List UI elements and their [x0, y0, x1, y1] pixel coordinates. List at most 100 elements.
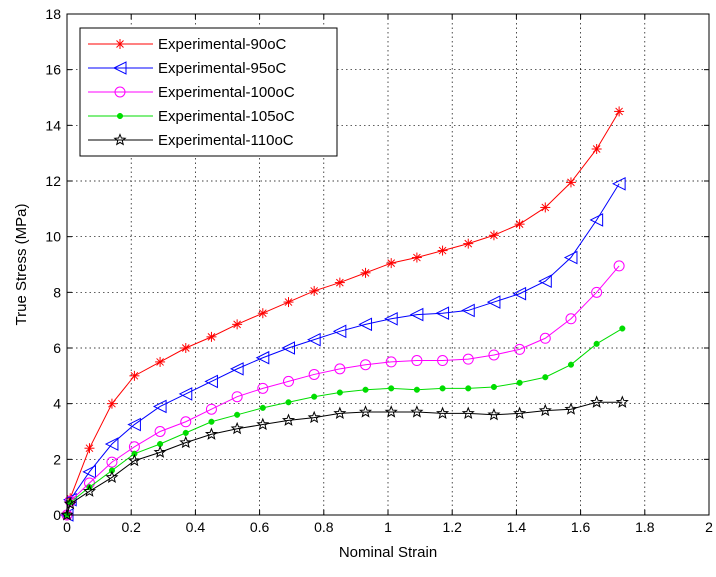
- data-point-marker: [488, 349, 500, 361]
- data-point-marker: [384, 311, 398, 326]
- data-point-marker: [82, 484, 96, 497]
- data-point-marker: [282, 375, 294, 387]
- data-point-marker: [439, 385, 446, 392]
- series-line: [66, 183, 620, 516]
- data-point-marker: [129, 370, 140, 381]
- data-point-marker: [516, 379, 523, 386]
- series-line: [66, 328, 623, 516]
- data-point-marker: [182, 429, 189, 436]
- data-point-marker: [106, 398, 117, 409]
- y-tick-label: 10: [45, 229, 61, 245]
- y-tick-label: 8: [53, 284, 61, 300]
- data-point-marker: [230, 362, 244, 376]
- data-point-marker: [411, 252, 422, 263]
- data-point-marker: [360, 359, 372, 371]
- data-point-marker: [593, 340, 600, 347]
- data-point-marker: [591, 143, 602, 154]
- legend-entry: Experimental-105oC: [88, 108, 295, 125]
- data-point-marker: [259, 404, 266, 411]
- data-point-marker: [413, 386, 420, 393]
- x-tick-label: 0.6: [250, 519, 270, 535]
- data-point-marker: [153, 445, 167, 458]
- data-point-marker: [311, 393, 318, 400]
- data-point-marker: [205, 403, 217, 415]
- tick-marks: [66, 13, 710, 516]
- data-point-marker: [411, 355, 423, 367]
- y-tick-label: 18: [45, 6, 61, 22]
- data-point-marker: [309, 285, 320, 296]
- legend-label: Experimental-110oC: [158, 132, 294, 149]
- data-point-marker: [435, 306, 450, 321]
- data-point-marker: [514, 219, 525, 230]
- x-tick-label: 1.8: [635, 519, 655, 535]
- data-point-marker: [334, 363, 346, 375]
- data-point-marker: [462, 353, 474, 365]
- series-layer: [59, 106, 629, 522]
- x-tick-label: 0.4: [186, 519, 206, 535]
- data-point-marker: [486, 295, 501, 309]
- data-point-marker: [283, 297, 294, 308]
- data-point-marker: [488, 230, 499, 241]
- data-point-marker: [308, 368, 320, 380]
- data-point-marker: [591, 286, 603, 298]
- data-point-marker: [307, 332, 321, 347]
- legend-entry: Experimental-95oC: [88, 60, 287, 77]
- x-tick-labels: 0 0.2 0.4 0.6 0.8 1 1.2 1.4 1.6 1.8 2: [63, 519, 713, 535]
- data-point-marker: [180, 416, 192, 428]
- data-point-marker: [82, 465, 96, 479]
- data-point-marker: [565, 313, 577, 325]
- data-point-marker: [256, 417, 270, 431]
- legend: Experimental-90oC Experimental-95oC Experi…: [79, 27, 338, 157]
- y-tick-label: 0: [53, 507, 61, 523]
- data-point-marker: [333, 406, 347, 419]
- data-point-marker: [106, 456, 118, 468]
- data-point-marker: [127, 417, 141, 432]
- data-point-marker: [487, 407, 501, 421]
- data-point-marker: [437, 355, 449, 367]
- data-point-marker: [384, 405, 398, 418]
- data-point-marker: [113, 133, 127, 146]
- data-point-marker: [285, 399, 292, 406]
- data-point-marker: [436, 406, 450, 419]
- y-tick-label: 16: [45, 62, 61, 78]
- y-tick-label: 12: [45, 173, 61, 189]
- y-tick-label: 6: [53, 340, 61, 356]
- data-point-marker: [563, 250, 578, 265]
- data-point-marker: [307, 410, 321, 424]
- data-point-marker: [539, 332, 551, 344]
- data-point-marker: [362, 386, 369, 393]
- data-point-marker: [60, 508, 74, 521]
- data-point-marker: [154, 426, 166, 437]
- data-point-marker: [127, 453, 141, 467]
- data-point-marker: [204, 374, 218, 389]
- data-point-marker: [388, 385, 395, 392]
- x-tick-label: 1.6: [571, 519, 591, 535]
- data-point-marker: [114, 86, 126, 98]
- data-point-marker: [513, 406, 527, 419]
- data-point-marker: [465, 385, 472, 392]
- data-point-marker: [230, 421, 244, 435]
- data-point-marker: [281, 413, 296, 426]
- data-point-marker: [104, 437, 119, 451]
- data-point-marker: [463, 238, 474, 249]
- data-point-marker: [112, 61, 127, 75]
- data-point-marker: [410, 405, 424, 418]
- data-point-marker: [178, 387, 193, 401]
- x-tick-label: 1.2: [442, 519, 462, 535]
- data-point-marker: [179, 435, 193, 449]
- data-point-marker: [514, 343, 526, 355]
- x-tick-label: 0.8: [314, 519, 334, 535]
- data-point-marker: [538, 274, 552, 289]
- data-point-marker: [615, 395, 629, 408]
- data-point-marker: [542, 374, 549, 381]
- legend-entry: Experimental-100oC: [88, 84, 295, 101]
- data-point-marker: [461, 406, 475, 419]
- data-point-marker: [281, 341, 295, 355]
- legend-label: Experimental-95oC: [158, 60, 287, 77]
- legend-entry: Experimental-110oC: [88, 132, 294, 149]
- y-tick-label: 14: [45, 117, 61, 133]
- data-point-marker: [358, 317, 373, 332]
- data-point-marker: [84, 443, 95, 454]
